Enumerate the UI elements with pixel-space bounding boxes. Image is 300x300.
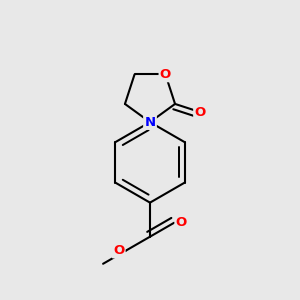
Text: O: O xyxy=(113,244,124,257)
Text: O: O xyxy=(176,216,187,229)
Text: O: O xyxy=(160,68,171,81)
Text: O: O xyxy=(194,106,206,118)
Text: N: N xyxy=(144,116,156,129)
